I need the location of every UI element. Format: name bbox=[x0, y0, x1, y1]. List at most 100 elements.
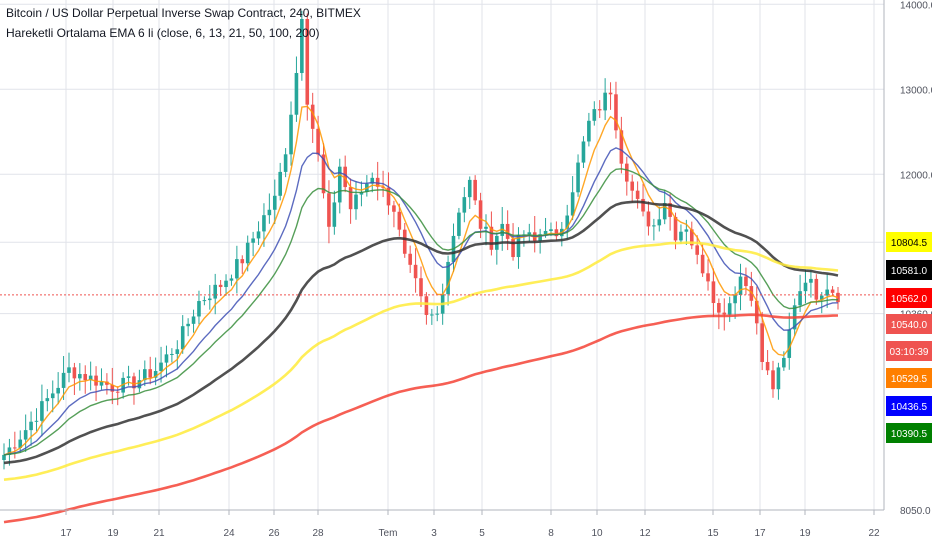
candle-body bbox=[711, 281, 716, 304]
candle-body bbox=[684, 229, 689, 232]
candle-body bbox=[402, 229, 407, 254]
candle bbox=[522, 230, 526, 247]
price-badge: 10390.5 bbox=[886, 423, 932, 443]
candle-body bbox=[570, 192, 575, 216]
candle-body bbox=[652, 225, 656, 227]
candle-body bbox=[754, 300, 759, 324]
candle bbox=[527, 223, 532, 242]
y-grid bbox=[0, 3, 884, 511]
candle bbox=[61, 356, 66, 400]
candle-body bbox=[603, 92, 607, 111]
candle bbox=[272, 179, 277, 225]
candle bbox=[435, 306, 440, 322]
indicator-legend[interactable]: Hareketli Ortalama EMA 6 li (close, 6, 1… bbox=[6, 26, 320, 40]
candle bbox=[164, 345, 169, 378]
x-tick-labels: 17 19 21 24 26 28 Tem 3 5 8 10 12 15 17 19 22 bbox=[60, 510, 880, 539]
candle bbox=[115, 386, 120, 406]
candle-body bbox=[224, 280, 228, 288]
candle-body bbox=[332, 202, 337, 227]
candle bbox=[624, 156, 629, 196]
x-tick-label: Tem bbox=[379, 528, 398, 539]
candle-body bbox=[392, 205, 396, 212]
candle bbox=[218, 279, 223, 296]
candle bbox=[430, 308, 434, 325]
candle-body bbox=[608, 92, 613, 95]
price-badge-label: 10581.0 bbox=[891, 266, 928, 277]
candle-body bbox=[554, 229, 559, 237]
candle bbox=[505, 210, 510, 251]
candle bbox=[72, 362, 77, 395]
candle bbox=[749, 271, 754, 307]
candle-body bbox=[814, 278, 819, 300]
candle-body bbox=[473, 179, 477, 201]
candle bbox=[13, 431, 17, 459]
candle bbox=[424, 292, 429, 325]
candle-body bbox=[2, 454, 6, 460]
candle-body bbox=[706, 273, 710, 282]
candle bbox=[706, 259, 710, 291]
candle bbox=[283, 148, 288, 178]
candle-body bbox=[153, 370, 158, 378]
x-tick-label: 19 bbox=[107, 528, 119, 539]
y-tick-label: 14000.0 bbox=[900, 0, 932, 11]
candle-body bbox=[343, 166, 347, 188]
candle-body bbox=[803, 282, 808, 292]
price-badge: 10436.5 bbox=[886, 396, 932, 416]
candle-body bbox=[115, 391, 120, 393]
x-tick-label: 8 bbox=[548, 528, 554, 539]
candle bbox=[132, 372, 136, 405]
candle-body bbox=[310, 104, 315, 129]
candle-body bbox=[787, 329, 792, 358]
candle bbox=[300, 10, 304, 81]
price-badge-label: 10436.5 bbox=[891, 402, 928, 413]
candle bbox=[397, 203, 402, 237]
candle-body bbox=[337, 166, 342, 203]
candle-body bbox=[782, 357, 786, 368]
candle bbox=[484, 214, 488, 246]
candle-body bbox=[370, 177, 375, 184]
candle bbox=[570, 176, 575, 221]
candle-body bbox=[825, 289, 829, 296]
candle bbox=[765, 350, 770, 375]
candle-body bbox=[72, 367, 77, 379]
ema-lines bbox=[3, 105, 839, 524]
candle-body bbox=[34, 420, 39, 422]
y-tick-label: 8050.0 bbox=[900, 506, 931, 517]
candle bbox=[760, 311, 764, 371]
candle-body bbox=[289, 114, 293, 155]
candle-body bbox=[45, 398, 50, 402]
price-badge: 10562.0 bbox=[886, 288, 932, 308]
candle bbox=[630, 174, 635, 203]
candle-body bbox=[67, 367, 71, 373]
candle-body bbox=[316, 128, 320, 155]
candle bbox=[462, 187, 467, 223]
candle bbox=[305, 13, 310, 121]
candle-body bbox=[262, 215, 266, 232]
candle-body bbox=[218, 284, 223, 288]
price-badge-label: 10804.5 bbox=[891, 238, 928, 249]
candle-body bbox=[175, 349, 180, 354]
candle bbox=[695, 235, 699, 265]
price-badge-bg bbox=[886, 396, 932, 416]
candle bbox=[776, 362, 781, 400]
candle bbox=[392, 200, 396, 228]
price-badge-bg bbox=[886, 423, 932, 443]
candle bbox=[343, 155, 347, 193]
candle-body bbox=[23, 430, 28, 440]
candle-body bbox=[283, 154, 288, 172]
candle bbox=[700, 243, 705, 277]
candle bbox=[327, 180, 331, 244]
candle-body bbox=[381, 186, 385, 188]
candle bbox=[635, 181, 640, 209]
candle bbox=[359, 181, 364, 207]
candle bbox=[148, 356, 153, 385]
candle-body bbox=[56, 387, 60, 394]
candle-body bbox=[278, 171, 282, 196]
candle bbox=[646, 201, 651, 236]
candle-body bbox=[435, 313, 440, 315]
candle-body bbox=[516, 234, 521, 258]
candle bbox=[240, 255, 245, 274]
candle bbox=[251, 231, 255, 257]
candle bbox=[733, 286, 737, 319]
